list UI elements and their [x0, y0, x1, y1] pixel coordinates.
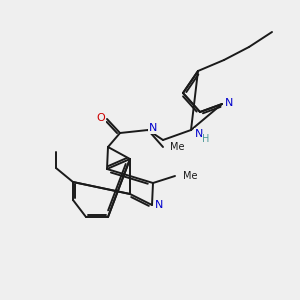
Text: N: N	[195, 129, 203, 139]
Text: H: H	[202, 134, 209, 144]
Text: N: N	[225, 98, 233, 108]
Text: N: N	[149, 123, 158, 133]
Text: O: O	[96, 113, 105, 123]
Text: Me: Me	[183, 171, 197, 181]
Text: Me: Me	[170, 142, 184, 152]
Text: N: N	[155, 200, 164, 210]
